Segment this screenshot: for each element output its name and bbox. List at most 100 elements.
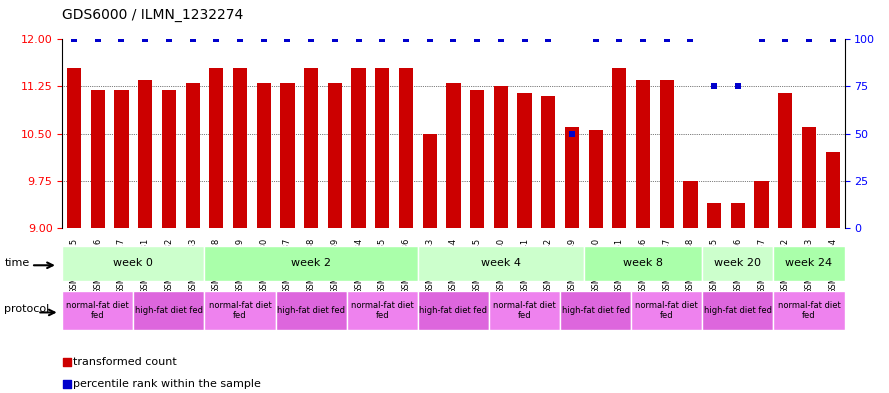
Bar [684, 181, 698, 228]
Bar [826, 152, 840, 228]
FancyBboxPatch shape [489, 291, 560, 330]
FancyBboxPatch shape [773, 246, 845, 281]
Bar [304, 68, 318, 228]
FancyBboxPatch shape [418, 291, 489, 330]
Text: normal-fat diet
fed: normal-fat diet fed [778, 301, 840, 320]
Bar [707, 203, 721, 228]
Point [778, 36, 792, 42]
FancyBboxPatch shape [204, 246, 418, 281]
Bar [233, 68, 247, 228]
Point [186, 36, 200, 42]
Point [67, 36, 81, 42]
Text: high-fat diet fed: high-fat diet fed [277, 306, 345, 315]
Bar [328, 83, 342, 228]
Point [636, 36, 650, 42]
Point [91, 36, 105, 42]
Point [755, 36, 769, 42]
Bar [802, 127, 816, 228]
Point [115, 36, 129, 42]
Text: week 24: week 24 [785, 258, 833, 268]
Text: normal-fat diet
fed: normal-fat diet fed [493, 301, 556, 320]
Point [731, 83, 745, 90]
Point [446, 36, 461, 42]
FancyBboxPatch shape [62, 291, 133, 330]
Text: percentile rank within the sample: percentile rank within the sample [73, 378, 261, 389]
Text: week 0: week 0 [114, 258, 153, 268]
Text: week 4: week 4 [481, 258, 521, 268]
Point [470, 36, 485, 42]
Bar [731, 203, 745, 228]
Point [613, 36, 627, 42]
Point [138, 36, 152, 42]
FancyBboxPatch shape [347, 291, 418, 330]
Text: high-fat diet fed: high-fat diet fed [704, 306, 772, 315]
Bar [470, 90, 485, 228]
Bar [186, 83, 200, 228]
Point [565, 130, 579, 137]
Text: normal-fat diet
fed: normal-fat diet fed [209, 301, 271, 320]
Point [684, 36, 698, 42]
Bar [399, 68, 413, 228]
Text: GDS6000 / ILMN_1232274: GDS6000 / ILMN_1232274 [62, 8, 244, 22]
Bar [613, 68, 627, 228]
Point [317, 281, 332, 287]
Bar [660, 80, 674, 228]
Bar [138, 80, 152, 228]
Bar [280, 83, 294, 228]
Bar [257, 83, 271, 228]
Point [304, 36, 318, 42]
Bar [209, 68, 223, 228]
Bar [541, 96, 556, 228]
Point [209, 36, 223, 42]
Text: week 8: week 8 [623, 258, 663, 268]
Text: high-fat diet fed: high-fat diet fed [135, 306, 203, 315]
Bar [115, 90, 129, 228]
Bar [375, 68, 389, 228]
FancyBboxPatch shape [62, 246, 204, 281]
FancyBboxPatch shape [702, 291, 773, 330]
Point [375, 36, 389, 42]
Text: normal-fat diet
fed: normal-fat diet fed [67, 301, 129, 320]
FancyBboxPatch shape [773, 291, 845, 330]
Bar [91, 90, 105, 228]
Bar [589, 130, 603, 228]
Point [422, 36, 436, 42]
Point [280, 36, 294, 42]
FancyBboxPatch shape [276, 291, 347, 330]
Point [802, 36, 816, 42]
Bar [517, 93, 532, 228]
FancyBboxPatch shape [702, 246, 773, 281]
Text: normal-fat diet
fed: normal-fat diet fed [636, 301, 698, 320]
Text: normal-fat diet
fed: normal-fat diet fed [351, 301, 413, 320]
FancyBboxPatch shape [584, 246, 702, 281]
Text: week 20: week 20 [715, 258, 761, 268]
FancyBboxPatch shape [560, 291, 631, 330]
Point [707, 83, 721, 90]
Bar [778, 93, 792, 228]
FancyBboxPatch shape [631, 291, 702, 330]
Bar [422, 134, 436, 228]
Point [257, 36, 271, 42]
Point [589, 36, 603, 42]
Text: time: time [4, 258, 29, 268]
Point [233, 36, 247, 42]
Bar [162, 90, 176, 228]
Bar [351, 68, 365, 228]
FancyBboxPatch shape [133, 291, 204, 330]
FancyBboxPatch shape [418, 246, 584, 281]
Bar [67, 68, 81, 228]
Text: week 2: week 2 [292, 258, 331, 268]
Bar [755, 181, 769, 228]
FancyBboxPatch shape [204, 291, 276, 330]
Point [162, 36, 176, 42]
Point [317, 88, 332, 94]
Text: high-fat diet fed: high-fat diet fed [420, 306, 487, 315]
Point [328, 36, 342, 42]
Point [660, 36, 674, 42]
Bar [565, 127, 579, 228]
Point [399, 36, 413, 42]
Bar [636, 80, 650, 228]
Point [351, 36, 365, 42]
Bar [493, 86, 508, 228]
Text: protocol: protocol [4, 303, 50, 314]
